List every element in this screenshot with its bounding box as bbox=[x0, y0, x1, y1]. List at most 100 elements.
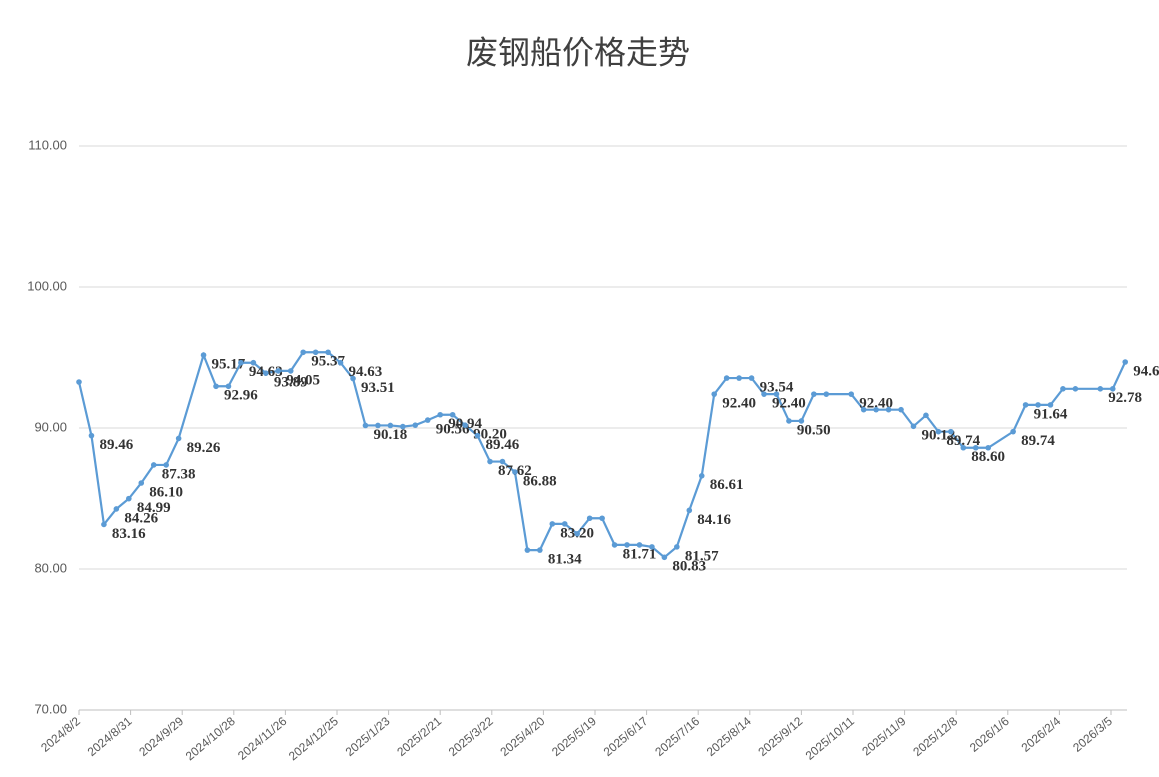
point bbox=[823, 391, 830, 397]
data-label: 90.20 bbox=[473, 427, 507, 443]
point bbox=[113, 506, 120, 512]
point bbox=[387, 422, 394, 429]
point bbox=[561, 521, 568, 527]
point bbox=[537, 547, 543, 553]
point bbox=[1022, 402, 1029, 408]
point bbox=[325, 349, 331, 356]
point bbox=[126, 495, 132, 502]
point bbox=[76, 379, 82, 385]
data-label: 94.68 bbox=[1133, 363, 1159, 379]
y-tick-label: 100.00 bbox=[27, 278, 67, 293]
data-label: 90.12 bbox=[921, 428, 955, 444]
y-tick-label: 110.00 bbox=[28, 137, 67, 152]
point bbox=[350, 375, 356, 382]
point bbox=[1010, 428, 1016, 435]
x-tick-label: 2025/2/21 bbox=[394, 714, 444, 759]
point bbox=[225, 383, 232, 390]
data-label: 80.83 bbox=[672, 559, 706, 575]
point bbox=[985, 444, 992, 451]
data-label: 93.51 bbox=[361, 380, 395, 396]
x-tick-label: 2025/11/9 bbox=[859, 714, 908, 759]
data-label: 90.50 bbox=[797, 422, 831, 438]
point bbox=[811, 391, 817, 397]
data-label: 89.46 bbox=[486, 437, 520, 453]
x-tick-label: 2026/3/5 bbox=[1070, 714, 1115, 755]
point bbox=[1060, 386, 1066, 392]
x-tick-label: 2025/6/17 bbox=[601, 714, 651, 759]
data-label: 92.96 bbox=[224, 388, 258, 404]
point bbox=[412, 422, 419, 428]
point bbox=[1097, 386, 1104, 392]
point bbox=[362, 422, 369, 429]
point bbox=[1035, 402, 1041, 408]
point bbox=[300, 349, 306, 356]
x-tick-label: 2024/8/31 bbox=[85, 714, 135, 759]
point bbox=[761, 391, 767, 397]
point bbox=[238, 359, 244, 366]
point bbox=[449, 411, 456, 418]
point bbox=[848, 391, 855, 397]
point bbox=[512, 469, 518, 475]
data-label: 84.99 bbox=[137, 500, 171, 516]
data-label: 91.64 bbox=[1034, 406, 1068, 422]
data-label: 89.74 bbox=[946, 433, 980, 449]
point bbox=[200, 352, 207, 358]
point bbox=[910, 423, 917, 430]
point bbox=[499, 458, 506, 465]
line bbox=[77, 351, 1127, 559]
point bbox=[549, 521, 556, 527]
point bbox=[798, 418, 805, 424]
data-label: 92.40 bbox=[722, 396, 756, 412]
point bbox=[599, 515, 605, 522]
data-label: 93.89 bbox=[274, 375, 308, 391]
point bbox=[424, 417, 431, 423]
point bbox=[960, 444, 967, 451]
data-label: 90.18 bbox=[373, 427, 407, 443]
point bbox=[736, 375, 742, 381]
point bbox=[487, 458, 493, 465]
point bbox=[873, 406, 879, 413]
point bbox=[524, 547, 531, 553]
point bbox=[649, 544, 655, 550]
x-tick-label: 2025/4/20 bbox=[497, 714, 547, 759]
point bbox=[586, 515, 593, 522]
x-tick-label: 2025/5/19 bbox=[549, 714, 599, 759]
data-label: 83.16 bbox=[112, 526, 146, 542]
x-tick-label: 2025/7/16 bbox=[652, 714, 702, 759]
point bbox=[636, 542, 643, 548]
point bbox=[611, 542, 618, 548]
point bbox=[935, 428, 942, 435]
point bbox=[773, 391, 780, 397]
point bbox=[474, 432, 481, 439]
data-label: 95.17 bbox=[212, 357, 246, 373]
point bbox=[175, 435, 182, 442]
point bbox=[263, 370, 269, 376]
x-tick-label: 2026/2/4 bbox=[1019, 714, 1064, 755]
point bbox=[462, 422, 468, 428]
point bbox=[275, 368, 282, 374]
data-label: 86.88 bbox=[523, 473, 557, 489]
point bbox=[101, 521, 107, 528]
x-tick-label: 2024/11/26 bbox=[235, 714, 290, 763]
x-tick-label: 2024/8/2 bbox=[38, 714, 83, 755]
point bbox=[786, 418, 792, 424]
point bbox=[1047, 402, 1054, 408]
point bbox=[885, 406, 892, 413]
point bbox=[312, 349, 319, 356]
x-tick-label: 2026/1/6 bbox=[967, 714, 1012, 755]
data-label: 93.54 bbox=[760, 380, 794, 396]
point bbox=[138, 480, 145, 486]
point bbox=[624, 542, 630, 548]
point bbox=[337, 359, 344, 366]
x-tick-label: 2024/9/29 bbox=[136, 714, 186, 759]
data-label: 89.74 bbox=[1021, 433, 1055, 449]
data-label: 81.34 bbox=[548, 552, 582, 568]
point bbox=[898, 406, 904, 413]
data-label: 88.60 bbox=[971, 449, 1005, 465]
data-label: 84.16 bbox=[697, 512, 731, 528]
point bbox=[400, 423, 406, 430]
data-label: 92.40 bbox=[772, 396, 806, 412]
point bbox=[711, 391, 718, 397]
x-tick-label: 2025/8/14 bbox=[704, 714, 754, 759]
point bbox=[674, 544, 680, 550]
